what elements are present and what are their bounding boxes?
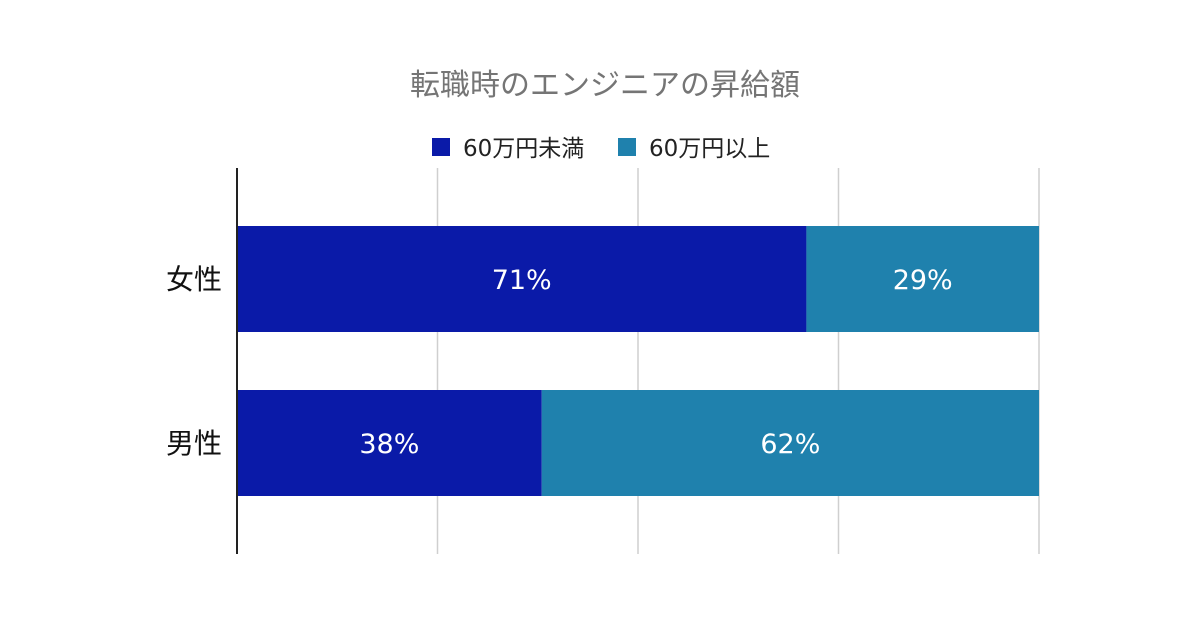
bar-segment-0-1	[806, 226, 1039, 332]
bar-label-1-1: 62%	[760, 429, 820, 460]
category-label-0: 女性	[166, 263, 222, 296]
bar-label-1-0: 38%	[359, 429, 419, 460]
bar-label-0-0: 71%	[492, 265, 552, 296]
bar-label-0-1: 29%	[893, 265, 953, 296]
bar-segment-0-0	[237, 226, 807, 332]
legend-swatch-60man-ijou	[618, 138, 636, 156]
legend-label-60man-ijou: 60万円以上	[649, 136, 770, 162]
bar-segment-1-0	[237, 390, 542, 496]
bar-layer	[237, 226, 1039, 496]
grid-layer	[436, 168, 1040, 554]
legend-label-60man-miman: 60万円未満	[463, 136, 584, 162]
legend: 60万円未満 60万円以上	[432, 136, 770, 162]
chart-title: 転職時のエンジニアの昇給額	[410, 68, 800, 103]
legend-swatch-60man-miman	[432, 138, 450, 156]
label-layer: 女性 71% 29% 男性 38% 62%	[166, 263, 953, 460]
bar-segment-1-1	[541, 390, 1039, 496]
category-label-1: 男性	[166, 427, 222, 460]
